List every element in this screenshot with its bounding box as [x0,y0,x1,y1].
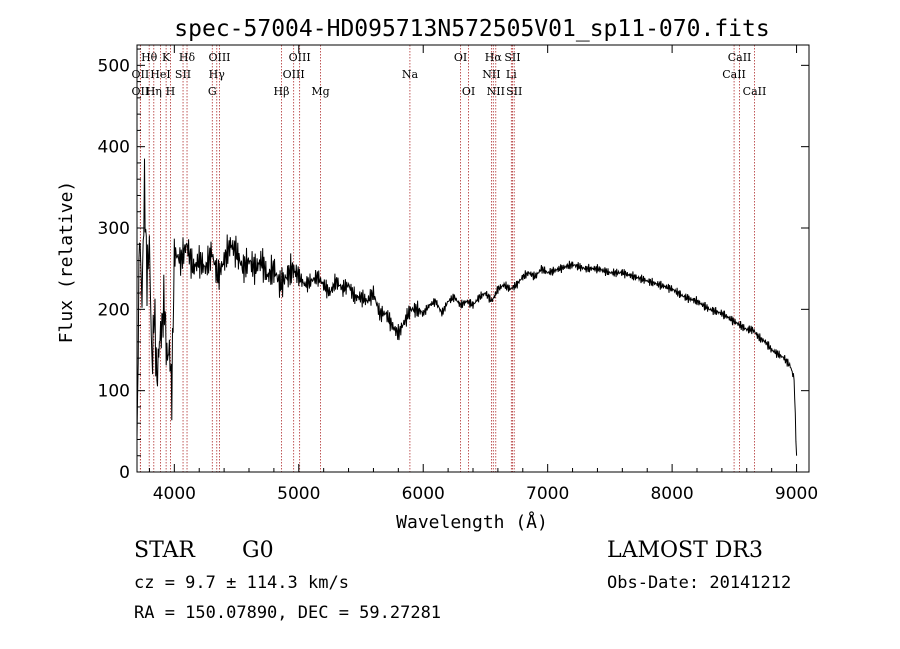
reference-line-label: OIII [283,68,305,81]
y-tick-label: 500 [98,56,130,76]
reference-line-label: Hδ [179,51,196,64]
chart-title: spec-57004-HD095713N572505V01_sp11-070.f… [174,16,769,42]
reference-line-label: OI [454,51,467,64]
y-tick-label: 0 [119,463,130,483]
reference-line-label: SII [506,85,522,98]
reference-line-label: OII [132,85,150,98]
reference-line-label: CaII [728,51,752,64]
reference-line-label: G [208,85,217,98]
reference-line-label: Hβ [274,85,290,98]
redshift-readout: cz = 9.7 ± 114.3 km/s [134,573,349,593]
reference-line-label: Mg [311,85,329,98]
x-tick-label: 4000 [153,484,196,504]
x-tick-label: 7000 [526,484,569,504]
reference-line-label: CaII [722,68,746,81]
reference-line-label: OIII [208,51,230,64]
subclass-label: G0 [242,538,274,563]
reference-line-label: NII [487,85,505,98]
reference-line-label: SII [175,68,191,81]
reference-line-label: OIII [289,51,311,64]
y-tick-label: 300 [98,219,130,239]
x-tick-label: 6000 [402,484,445,504]
y-tick-label: 400 [98,138,130,158]
reference-line-label: Hη [146,85,162,98]
y-axis-label: Flux (relative) [56,181,77,344]
reference-line-label: OII [132,68,150,81]
x-tick-label: 5000 [277,484,320,504]
x-tick-label: 8000 [650,484,693,504]
class-label: STAR [134,538,195,563]
reference-line-label: HeI [150,68,170,81]
reference-line-label: SII [504,51,520,64]
reference-line-label: Li [506,68,517,81]
y-tick-label: 100 [98,382,130,402]
reference-line-label: Hα [485,51,503,64]
flux-series-line [136,158,798,456]
reference-line-label: NII [482,68,500,81]
reference-line-label: Hθ [141,51,158,64]
survey-label: LAMOST DR3 [607,538,763,563]
reference-line-label: Hγ [209,68,226,81]
obs-date-readout: Obs-Date: 20141212 [607,573,792,593]
reference-line-label: H [166,85,176,98]
reference-line-label: K [162,51,171,64]
y-tick-label: 200 [98,300,130,320]
reference-line-label: Na [402,68,419,81]
reference-line-label: CaII [743,85,767,98]
x-axis-label: Wavelength (Å) [396,511,548,533]
x-tick-label: 9000 [775,484,818,504]
coordinates-readout: RA = 150.07890, DEC = 59.27281 [134,603,442,623]
reference-line-label: OI [462,85,475,98]
